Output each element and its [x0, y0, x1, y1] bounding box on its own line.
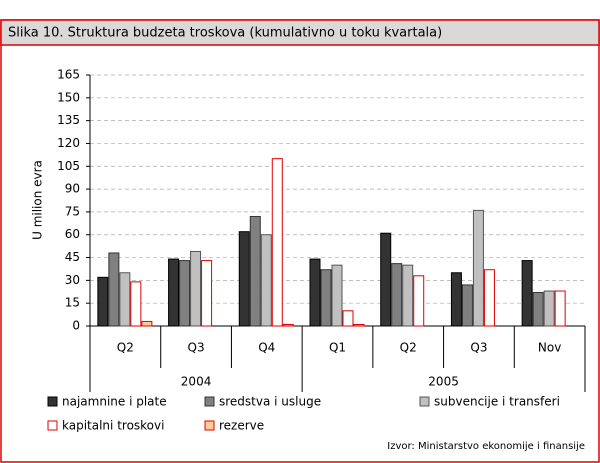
- bar: [190, 250, 202, 327]
- x-tick-label: Q3: [188, 341, 205, 355]
- bar: [532, 292, 544, 327]
- bar: [461, 284, 473, 327]
- y-tick-label: 150: [57, 90, 80, 104]
- bar: [271, 158, 283, 327]
- legend-swatch: [47, 420, 58, 431]
- bar: [413, 275, 425, 327]
- y-tick-label: 105: [57, 159, 80, 173]
- bar: [483, 269, 495, 327]
- bar: [201, 260, 213, 327]
- legend-label: subvencije i transferi: [434, 395, 560, 409]
- x-tick-label: Q1: [329, 341, 346, 355]
- x-tick-label: Nov: [538, 341, 561, 355]
- y-tick-label: 45: [65, 250, 80, 264]
- title-bar: [0, 19, 600, 46]
- bar: [472, 209, 484, 327]
- bar: [260, 234, 272, 327]
- legend-swatch: [47, 396, 58, 407]
- bar: [331, 264, 343, 327]
- bar: [320, 269, 332, 327]
- x-tick-label: Q4: [258, 341, 275, 355]
- bar: [450, 272, 462, 327]
- x-tick-label: Q2: [400, 341, 417, 355]
- group-label: 2004: [181, 375, 212, 389]
- bar: [402, 264, 414, 327]
- bar: [282, 323, 294, 327]
- bar: [309, 258, 321, 327]
- bar: [554, 290, 566, 327]
- bar: [521, 260, 533, 327]
- bar: [179, 260, 191, 327]
- chart-title: Slika 10. Struktura budzeta troskova (ku…: [8, 26, 442, 41]
- bar: [141, 320, 153, 327]
- frame: [0, 19, 600, 463]
- source: Izvor: Ministarstvo ekonomije i finansij…: [387, 441, 585, 452]
- group-label: 2005: [428, 375, 459, 389]
- y-tick-label: 120: [57, 136, 80, 150]
- y-axis-label: U milion evra: [31, 160, 45, 240]
- x-tick-label: Q3: [470, 341, 487, 355]
- bar: [238, 231, 250, 327]
- legend-label: sredstva i usluge: [219, 395, 321, 409]
- y-tick-label: 0: [72, 319, 80, 333]
- bar: [342, 310, 354, 327]
- bar: [353, 323, 365, 327]
- y-tick-label: 15: [65, 296, 80, 310]
- bar: [119, 272, 131, 327]
- y-tick-label: 30: [65, 273, 80, 287]
- y-tick-label: 135: [57, 113, 80, 127]
- y-tick-label: 75: [65, 204, 80, 218]
- legend-swatch: [204, 420, 215, 431]
- bar: [391, 263, 403, 327]
- legend-swatch: [419, 396, 430, 407]
- bar: [380, 232, 392, 327]
- bar: [249, 215, 261, 327]
- bar: [108, 252, 120, 327]
- legend-label: rezerve: [219, 419, 264, 433]
- y-tick-label: 165: [57, 68, 80, 82]
- y-tick-label: 60: [65, 227, 80, 241]
- legend-swatch: [204, 396, 215, 407]
- bar: [168, 258, 180, 327]
- legend-label: kapitalni troskovi: [62, 419, 164, 433]
- x-tick-label: Q2: [117, 341, 134, 355]
- bar: [97, 276, 109, 327]
- legend-label: najamnine i plate: [62, 395, 167, 409]
- y-tick-label: 90: [65, 182, 80, 196]
- bar: [543, 290, 555, 327]
- bar: [130, 281, 142, 327]
